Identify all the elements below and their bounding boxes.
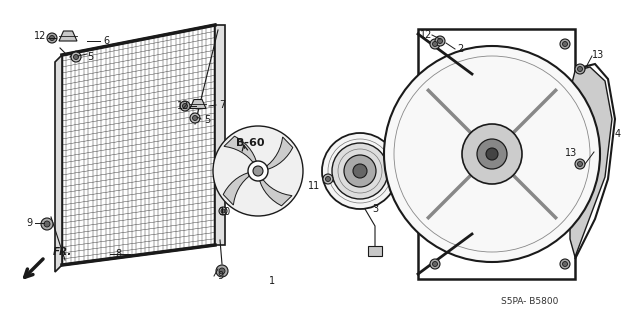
Text: 9: 9 xyxy=(26,218,32,228)
Circle shape xyxy=(221,209,225,213)
Text: B-60: B-60 xyxy=(236,138,264,148)
Polygon shape xyxy=(267,137,293,169)
Text: 13: 13 xyxy=(565,148,577,158)
Circle shape xyxy=(253,166,263,176)
Polygon shape xyxy=(59,31,77,41)
Text: 12: 12 xyxy=(34,31,46,41)
Circle shape xyxy=(216,265,228,277)
Circle shape xyxy=(41,218,53,230)
Circle shape xyxy=(190,113,200,123)
Circle shape xyxy=(44,221,50,227)
Text: 6: 6 xyxy=(103,36,109,46)
Circle shape xyxy=(384,46,600,262)
Polygon shape xyxy=(570,67,612,257)
Text: 7: 7 xyxy=(219,100,225,110)
Circle shape xyxy=(71,52,81,62)
Circle shape xyxy=(435,36,445,46)
Polygon shape xyxy=(190,100,206,108)
Circle shape xyxy=(322,133,398,209)
Circle shape xyxy=(248,161,268,181)
Polygon shape xyxy=(224,136,256,162)
Circle shape xyxy=(486,148,498,160)
Text: 5: 5 xyxy=(87,52,93,62)
Circle shape xyxy=(575,64,585,74)
Polygon shape xyxy=(215,25,225,245)
Circle shape xyxy=(326,176,330,182)
Circle shape xyxy=(438,39,442,43)
Polygon shape xyxy=(368,246,382,256)
Text: 1: 1 xyxy=(269,276,275,286)
Circle shape xyxy=(462,124,522,184)
Circle shape xyxy=(577,161,582,167)
Text: 5: 5 xyxy=(204,115,210,125)
Bar xyxy=(418,29,575,279)
Circle shape xyxy=(332,143,388,199)
Text: 2: 2 xyxy=(457,44,463,54)
Text: 8: 8 xyxy=(115,249,121,259)
Circle shape xyxy=(182,103,188,108)
Text: FR.: FR. xyxy=(53,247,72,257)
Circle shape xyxy=(430,259,440,269)
Circle shape xyxy=(560,39,570,49)
Circle shape xyxy=(430,39,440,49)
Text: 12: 12 xyxy=(420,30,432,40)
Circle shape xyxy=(193,115,198,121)
Circle shape xyxy=(74,55,79,60)
Text: 9: 9 xyxy=(217,271,223,281)
Text: 4: 4 xyxy=(615,129,621,139)
Polygon shape xyxy=(260,180,292,206)
Text: 13: 13 xyxy=(592,50,604,60)
Circle shape xyxy=(47,33,57,43)
Text: S5PA- B5800: S5PA- B5800 xyxy=(501,296,559,306)
Circle shape xyxy=(563,262,568,266)
Circle shape xyxy=(219,207,227,215)
Circle shape xyxy=(577,66,582,71)
Text: 11: 11 xyxy=(308,181,320,191)
Circle shape xyxy=(344,155,376,187)
Circle shape xyxy=(219,268,225,274)
Circle shape xyxy=(323,174,333,184)
Circle shape xyxy=(563,41,568,47)
Text: 3: 3 xyxy=(372,204,378,214)
Circle shape xyxy=(180,101,190,111)
Circle shape xyxy=(575,159,585,169)
Text: 10: 10 xyxy=(219,207,231,217)
Polygon shape xyxy=(55,55,62,272)
Circle shape xyxy=(433,41,438,47)
Circle shape xyxy=(353,164,367,178)
Polygon shape xyxy=(223,173,250,205)
Circle shape xyxy=(433,262,438,266)
Circle shape xyxy=(213,126,303,216)
Circle shape xyxy=(560,259,570,269)
Circle shape xyxy=(477,139,507,169)
Circle shape xyxy=(49,35,54,41)
Text: 12: 12 xyxy=(177,101,189,111)
